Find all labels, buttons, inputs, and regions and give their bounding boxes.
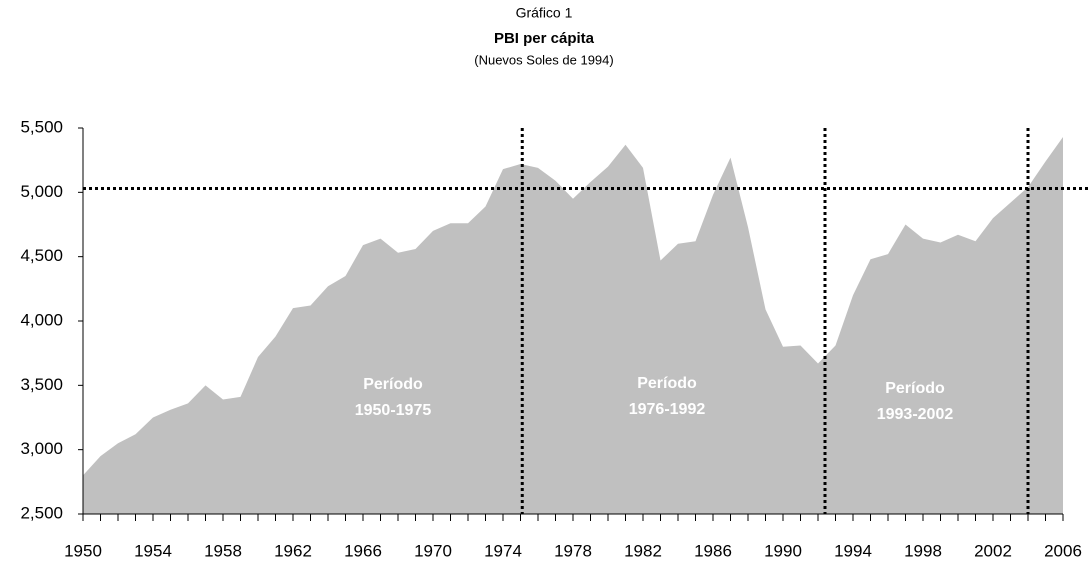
chart-title: PBI per cápita — [494, 30, 595, 47]
annotation: Período — [637, 375, 697, 392]
x-tick-label: 1994 — [834, 541, 872, 560]
annotation: 1950-1975 — [355, 402, 432, 419]
x-tick-label: 1950 — [64, 541, 102, 560]
chart-supertitle: Gráfico 1 — [516, 5, 573, 21]
y-tick-label: 2,500 — [20, 503, 63, 522]
annotation: Período — [363, 376, 423, 393]
x-tick-label: 1958 — [204, 541, 242, 560]
x-tick-label: 1986 — [694, 541, 732, 560]
x-tick-label: 2006 — [1044, 541, 1082, 560]
x-tick-label: 1978 — [554, 541, 592, 560]
y-tick-label: 4,500 — [20, 246, 63, 265]
y-tick-label: 5,000 — [20, 182, 63, 201]
annotation: 1976-1992 — [629, 401, 706, 418]
y-tick-label: 5,500 — [20, 117, 63, 136]
y-tick-label: 3,500 — [20, 375, 63, 394]
y-tick-label: 3,000 — [20, 439, 63, 458]
area — [83, 137, 1063, 515]
x-tick-label: 1990 — [764, 541, 802, 560]
chart-subtitle: (Nuevos Soles de 1994) — [474, 52, 613, 67]
x-tick-label: 1982 — [624, 541, 662, 560]
y-tick-label: 4,000 — [20, 310, 63, 329]
x-tick-label: 1998 — [904, 541, 942, 560]
x-tick-label: 1970 — [414, 541, 452, 560]
x-tick-label: 2002 — [974, 541, 1012, 560]
x-tick-label: 1954 — [134, 541, 172, 560]
annotation: Período — [885, 380, 945, 397]
x-tick-label: 1974 — [484, 541, 522, 560]
x-tick-label: 1962 — [274, 541, 312, 560]
annotation: 1993-2002 — [877, 406, 954, 423]
x-tick-label: 1966 — [344, 541, 382, 560]
